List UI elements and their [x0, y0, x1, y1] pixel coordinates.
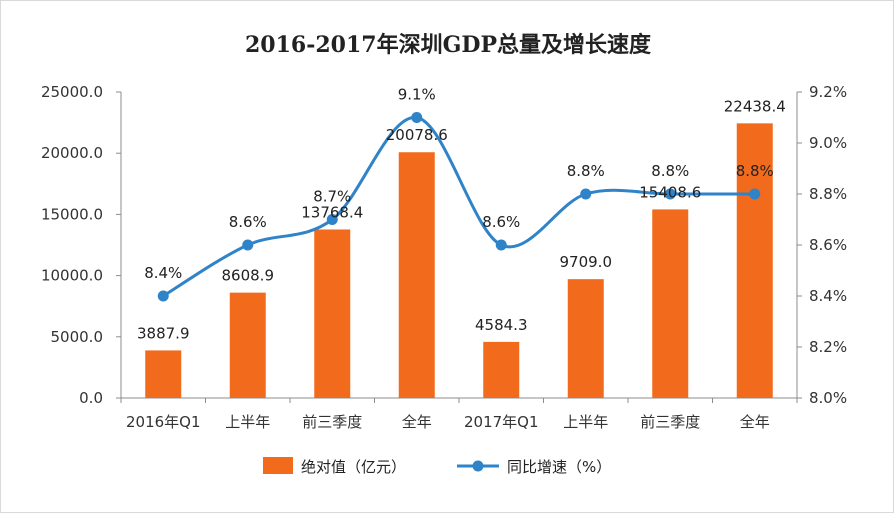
line-point — [580, 188, 592, 200]
bar-data-label: 13768.4 — [301, 203, 363, 221]
chart-title: 2016-2017年深圳GDP总量及增长速度 — [244, 32, 651, 58]
y-left-tick-label: 0.0 — [79, 389, 103, 407]
bar-data-label: 3887.9 — [137, 324, 190, 342]
line-data-label: 9.1% — [398, 86, 436, 104]
line-data-label: 8.4% — [144, 264, 182, 282]
line-data-label: 8.8% — [736, 162, 774, 180]
line-data-label: 8.7% — [313, 188, 351, 206]
line-point — [664, 188, 676, 200]
x-tick-label: 前三季度 — [302, 413, 362, 431]
bar-data-label: 15408.6 — [639, 183, 701, 201]
bar-data-label: 22438.4 — [724, 97, 786, 115]
legend-swatch-marker — [472, 460, 484, 472]
bar — [145, 350, 182, 398]
y-right-tick-label: 9.0% — [809, 134, 847, 152]
y-left-tick-label: 25000.0 — [41, 83, 103, 101]
y-left-tick-label: 10000.0 — [41, 267, 103, 285]
x-tick-label: 上半年 — [225, 413, 270, 431]
bar-data-label: 20078.6 — [386, 126, 448, 144]
legend-swatch-bar — [263, 457, 293, 474]
y-left-tick-label: 5000.0 — [51, 328, 104, 346]
bar — [229, 292, 266, 398]
line-data-label: 8.6% — [482, 213, 520, 231]
line-point — [326, 214, 338, 225]
line-point — [495, 239, 507, 251]
x-tick-label: 全年 — [402, 413, 432, 431]
series-line — [162, 115, 755, 298]
y-right-tick-label: 8.8% — [809, 185, 847, 203]
y-right-tick-label: 9.2% — [809, 83, 847, 101]
line-point — [411, 112, 423, 123]
line-point — [242, 239, 254, 251]
bar — [483, 341, 520, 398]
bar — [736, 123, 773, 399]
y-right-tick-label: 8.6% — [809, 236, 847, 254]
bar-data-label: 9709.0 — [560, 253, 613, 271]
y-right-tick-label: 8.2% — [809, 338, 847, 356]
legend-label-line: 同比增速（%） — [507, 458, 611, 476]
bar — [652, 209, 689, 398]
x-tick-label: 全年 — [740, 413, 770, 431]
line-data-label: 8.8% — [651, 162, 689, 180]
x-tick-label: 2017年Q1 — [464, 413, 539, 431]
x-tick-label: 前三季度 — [640, 413, 700, 431]
legend-label-bar: 绝对值（亿元） — [301, 458, 406, 476]
line-point — [157, 290, 169, 302]
x-tick-label: 2016年Q1 — [126, 413, 201, 431]
y-right-tick-label: 8.0% — [809, 389, 847, 407]
bar — [567, 279, 604, 398]
y-right-tick-label: 8.4% — [809, 287, 847, 305]
bar — [398, 152, 435, 398]
y-left-tick-label: 20000.0 — [41, 144, 103, 162]
bar — [314, 229, 351, 398]
bar-data-label: 4584.3 — [475, 316, 528, 334]
bar-data-label: 8608.9 — [222, 267, 275, 285]
x-tick-label: 上半年 — [563, 413, 608, 431]
line-point — [749, 188, 761, 200]
y-left-tick-label: 15000.0 — [41, 205, 103, 223]
line-data-label: 8.6% — [229, 213, 267, 231]
line-data-label: 8.8% — [567, 162, 605, 180]
